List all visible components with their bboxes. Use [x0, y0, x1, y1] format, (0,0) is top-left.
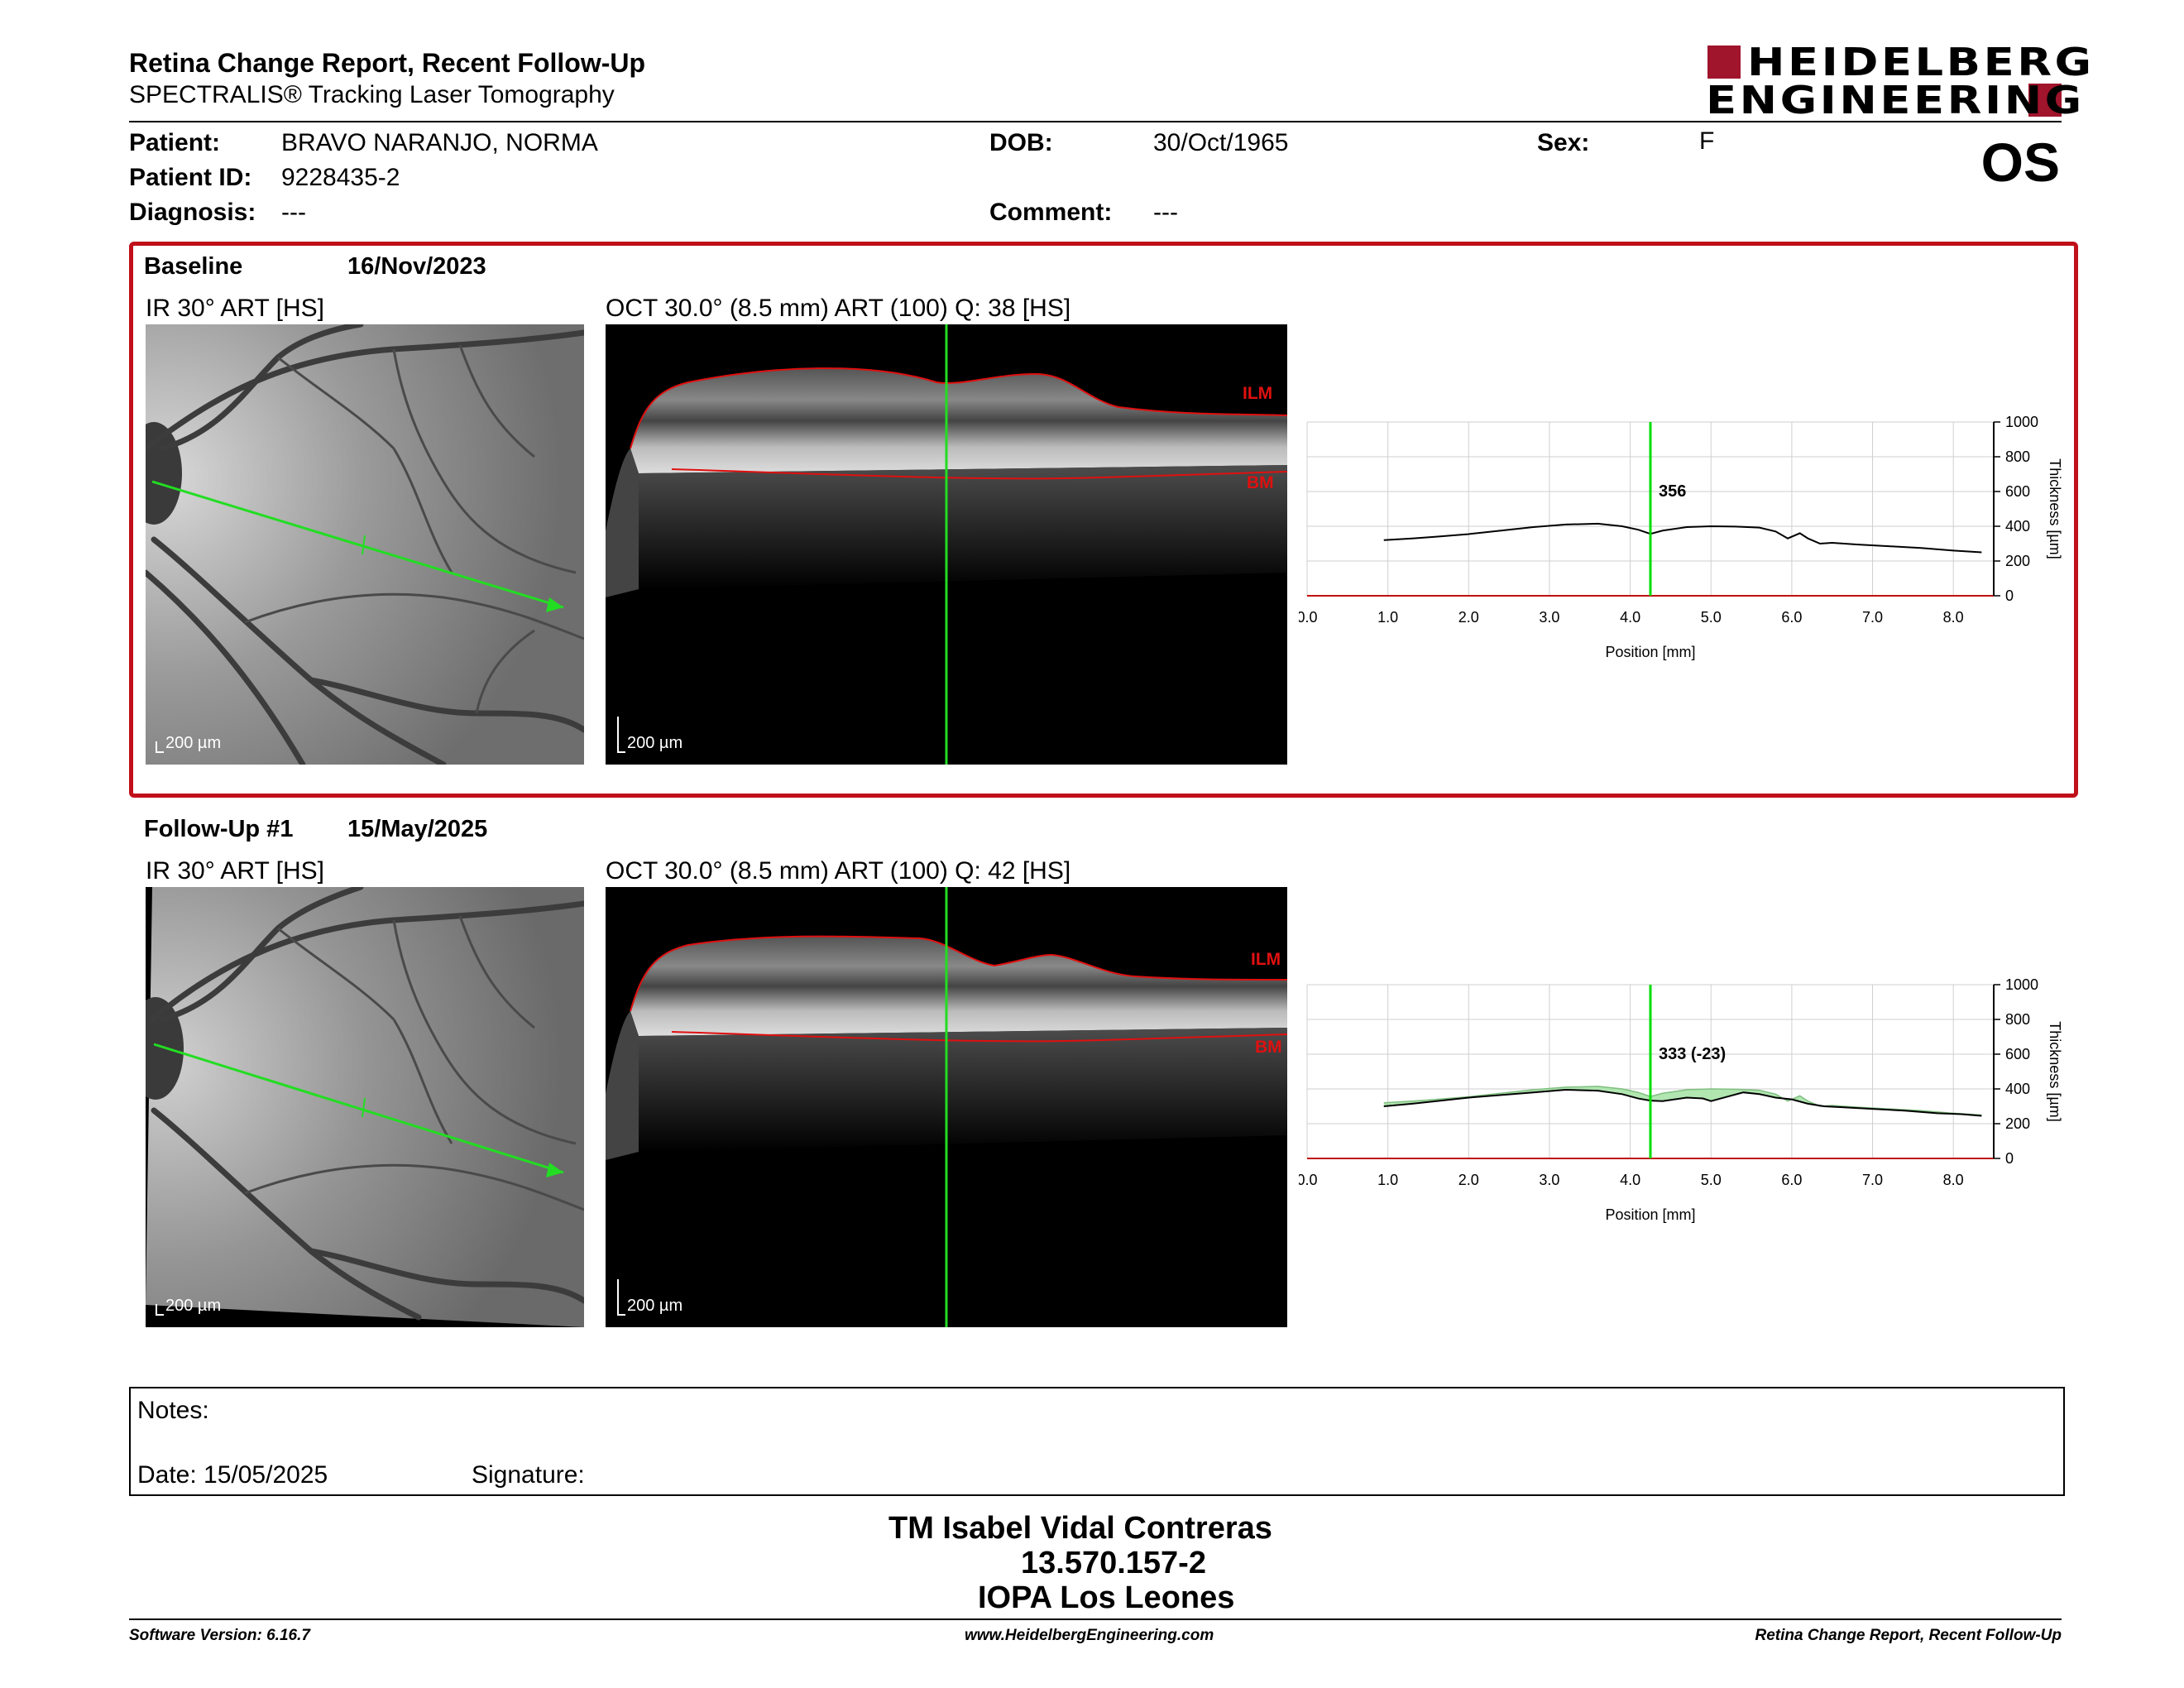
- x-tick-label: 6.0: [1781, 1172, 1802, 1188]
- x-tick-label: 6.0: [1781, 609, 1802, 626]
- notes-date: Date: 15/05/2025: [137, 1461, 328, 1489]
- report-subtitle: SPECTRALIS® Tracking Laser Tomography: [129, 81, 615, 108]
- thickness-chart-baseline[interactable]: 0 200 400 600 800 1000 0.0 1.0 2.0 3.0 4.0 5.0 6.0 7.…: [1299, 409, 2076, 682]
- report-title: Retina Change Report, Recent Follow-Up: [129, 48, 646, 78]
- y-axis-title: Thickness [µm]: [2047, 458, 2063, 559]
- thickness-series-line: [1383, 1086, 1982, 1116]
- x-tick-label: 7.0: [1862, 1172, 1883, 1188]
- y-axis-title: Thickness [µm]: [2047, 1021, 2063, 1121]
- diagnosis-label: Diagnosis:: [129, 199, 256, 226]
- y-tick-label: 600: [2005, 483, 2030, 500]
- patient-name: BRAVO NARANJO, NORMA: [281, 129, 598, 156]
- comment-label: Comment:: [989, 199, 1113, 226]
- header-divider: [129, 121, 2062, 122]
- x-tick-label: 3.0: [1539, 1172, 1559, 1188]
- website-link[interactable]: www.HeidelbergEngineering.com: [965, 1627, 1214, 1644]
- oct-drawing: ILM BM: [606, 324, 1287, 765]
- x-tick-label: 1.0: [1377, 609, 1398, 626]
- x-tick-label: 2.0: [1458, 609, 1479, 626]
- dob-value: 30/Oct/1965: [1153, 129, 1289, 156]
- signature-label[interactable]: Signature:: [472, 1461, 585, 1489]
- y-tick-label: 800: [2005, 1011, 2030, 1028]
- x-tick-label: 1.0: [1377, 1172, 1398, 1188]
- notes-box[interactable]: Notes: Date: 15/05/2025 Signature:: [129, 1387, 2065, 1496]
- signatory-id: 13.570.157-2: [1021, 1546, 1206, 1580]
- bm-label: BM: [1247, 473, 1274, 492]
- x-tick-label: 2.0: [1458, 1172, 1479, 1188]
- patient-label: Patient:: [129, 129, 221, 156]
- patient-id: 9228435-2: [281, 164, 400, 191]
- thickness-series-line: [1383, 522, 1982, 554]
- ir-fundus-image[interactable]: 200 µm: [146, 324, 584, 765]
- exam-label: Follow-Up #1: [144, 816, 294, 842]
- ilm-label: ILM: [1243, 384, 1272, 403]
- x-tick-label: 7.0: [1862, 609, 1883, 626]
- y-tick-label: 1000: [2005, 976, 2038, 993]
- thickness-series-line: [1383, 1089, 1982, 1117]
- ir-scale-bar: 200 µm: [156, 734, 221, 753]
- marker-value-label: 356: [1659, 482, 1686, 501]
- exam-label: Baseline: [144, 253, 243, 280]
- exam-date: 15/May/2025: [347, 816, 488, 842]
- ir-caption: IR 30° ART [HS]: [146, 857, 324, 885]
- x-tick-label: 5.0: [1701, 1172, 1722, 1188]
- x-tick-label: 5.0: [1701, 609, 1722, 626]
- y-tick-label: 400: [2005, 1081, 2030, 1097]
- ir-scale-bar: 200 µm: [156, 1297, 221, 1316]
- sex-value: F: [1699, 127, 1715, 155]
- comment-value: ---: [1153, 199, 1178, 226]
- oct-bscan-image[interactable]: ILM BM 200 µm: [606, 887, 1287, 1327]
- bm-label: BM: [1255, 1038, 1282, 1057]
- x-tick-label: 4.0: [1620, 1172, 1640, 1188]
- x-axis-title: Position [mm]: [1605, 644, 1695, 660]
- sex-label: Sex:: [1537, 129, 1590, 156]
- signatory-place: IOPA Los Leones: [978, 1580, 1235, 1615]
- software-version: Software Version: 6.16.7: [129, 1627, 310, 1644]
- x-axis-title: Position [mm]: [1605, 1206, 1695, 1223]
- y-tick-label: 0: [2005, 1150, 2014, 1167]
- oct-scale-bar: 200 µm: [617, 717, 682, 753]
- oct-scale-bar: 200 µm: [617, 1279, 682, 1316]
- x-tick-label: 8.0: [1943, 609, 1964, 626]
- y-tick-label: 0: [2005, 587, 2014, 604]
- oct-bscan-image[interactable]: ILM BM 200 µm: [606, 324, 1287, 765]
- oct-drawing: ILM BM: [606, 887, 1287, 1327]
- logo-square-icon: [2028, 84, 2062, 117]
- diagnosis-value: ---: [281, 199, 306, 226]
- x-tick-label: 8.0: [1943, 1172, 1964, 1188]
- marker-value-label: 333 (-23): [1659, 1045, 1726, 1063]
- ilm-label: ILM: [1251, 950, 1281, 969]
- y-tick-label: 200: [2005, 553, 2030, 569]
- thickness-chart-followup[interactable]: 0 200 400 600 800 1000 0.0 1.0 2.0 3.0 4.0 5.0 6.0 7.…: [1299, 971, 2076, 1244]
- footer-divider: [129, 1618, 2062, 1620]
- logo-square-icon: [1707, 46, 1741, 79]
- signatory-name: TM Isabel Vidal Contreras: [888, 1511, 1272, 1546]
- y-tick-label: 200: [2005, 1115, 2030, 1132]
- ir-fundus-image[interactable]: 200 µm: [146, 887, 584, 1327]
- oct-caption: OCT 30.0° (8.5 mm) ART (100) Q: 38 [HS]: [606, 295, 1071, 322]
- fundus-drawing: [146, 887, 584, 1327]
- y-tick-label: 400: [2005, 518, 2030, 535]
- fundus-drawing: [146, 324, 584, 765]
- difference-area: [1383, 1086, 1982, 1116]
- x-tick-label: 3.0: [1539, 609, 1559, 626]
- x-tick-label: 0.0: [1299, 609, 1318, 626]
- footer-report-name: Retina Change Report, Recent Follow-Up: [1755, 1627, 2062, 1644]
- logo-line-2: ENGINEERING: [1706, 78, 2085, 122]
- notes-label: Notes:: [137, 1397, 209, 1424]
- ir-caption: IR 30° ART [HS]: [146, 295, 324, 322]
- patient-id-label: Patient ID:: [129, 164, 252, 191]
- y-tick-label: 600: [2005, 1046, 2030, 1062]
- logo-line-1: HEIDELBERG: [1747, 40, 2095, 84]
- eye-indicator: OS: [1980, 132, 2060, 193]
- y-tick-label: 1000: [2005, 414, 2038, 430]
- x-tick-label: 4.0: [1620, 609, 1640, 626]
- x-tick-label: 0.0: [1299, 1172, 1318, 1188]
- y-tick-label: 800: [2005, 448, 2030, 465]
- baseline-section[interactable]: [129, 242, 2078, 798]
- dob-label: DOB:: [989, 129, 1053, 156]
- exam-date: 16/Nov/2023: [347, 253, 486, 280]
- oct-caption: OCT 30.0° (8.5 mm) ART (100) Q: 42 [HS]: [606, 857, 1071, 885]
